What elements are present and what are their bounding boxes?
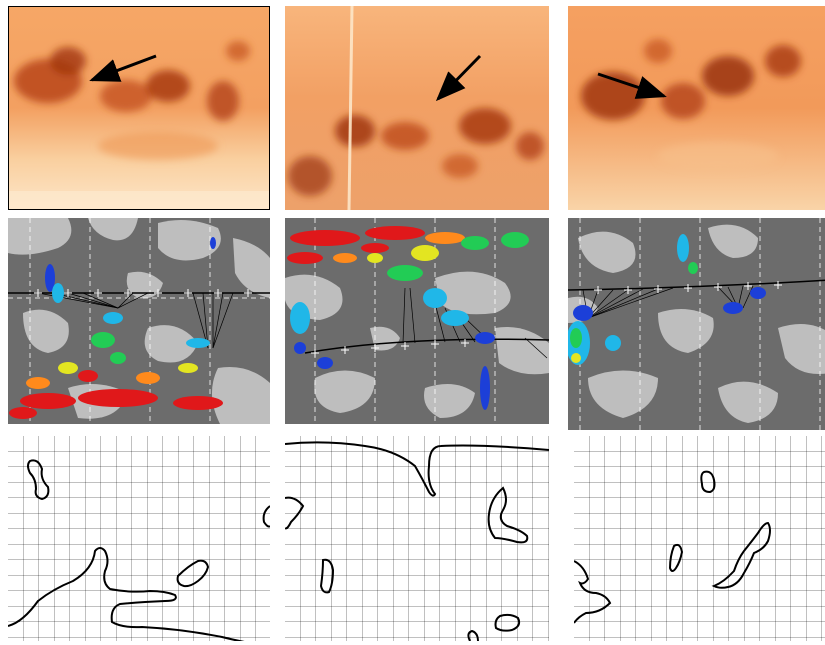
magnetic-map-panel-2 — [285, 218, 549, 424]
solar-image-panel-3 — [568, 6, 825, 210]
solar-image-panel-2 — [285, 6, 549, 210]
contour-grid-panel-3 — [574, 436, 825, 641]
magnetic-map-panel-3 — [568, 218, 825, 430]
contour-grid-panel-2 — [285, 436, 549, 641]
magnetic-map-panel-1 — [8, 218, 270, 424]
solar-image-panel-1 — [8, 6, 270, 210]
contour-grid-panel-1 — [8, 436, 270, 641]
